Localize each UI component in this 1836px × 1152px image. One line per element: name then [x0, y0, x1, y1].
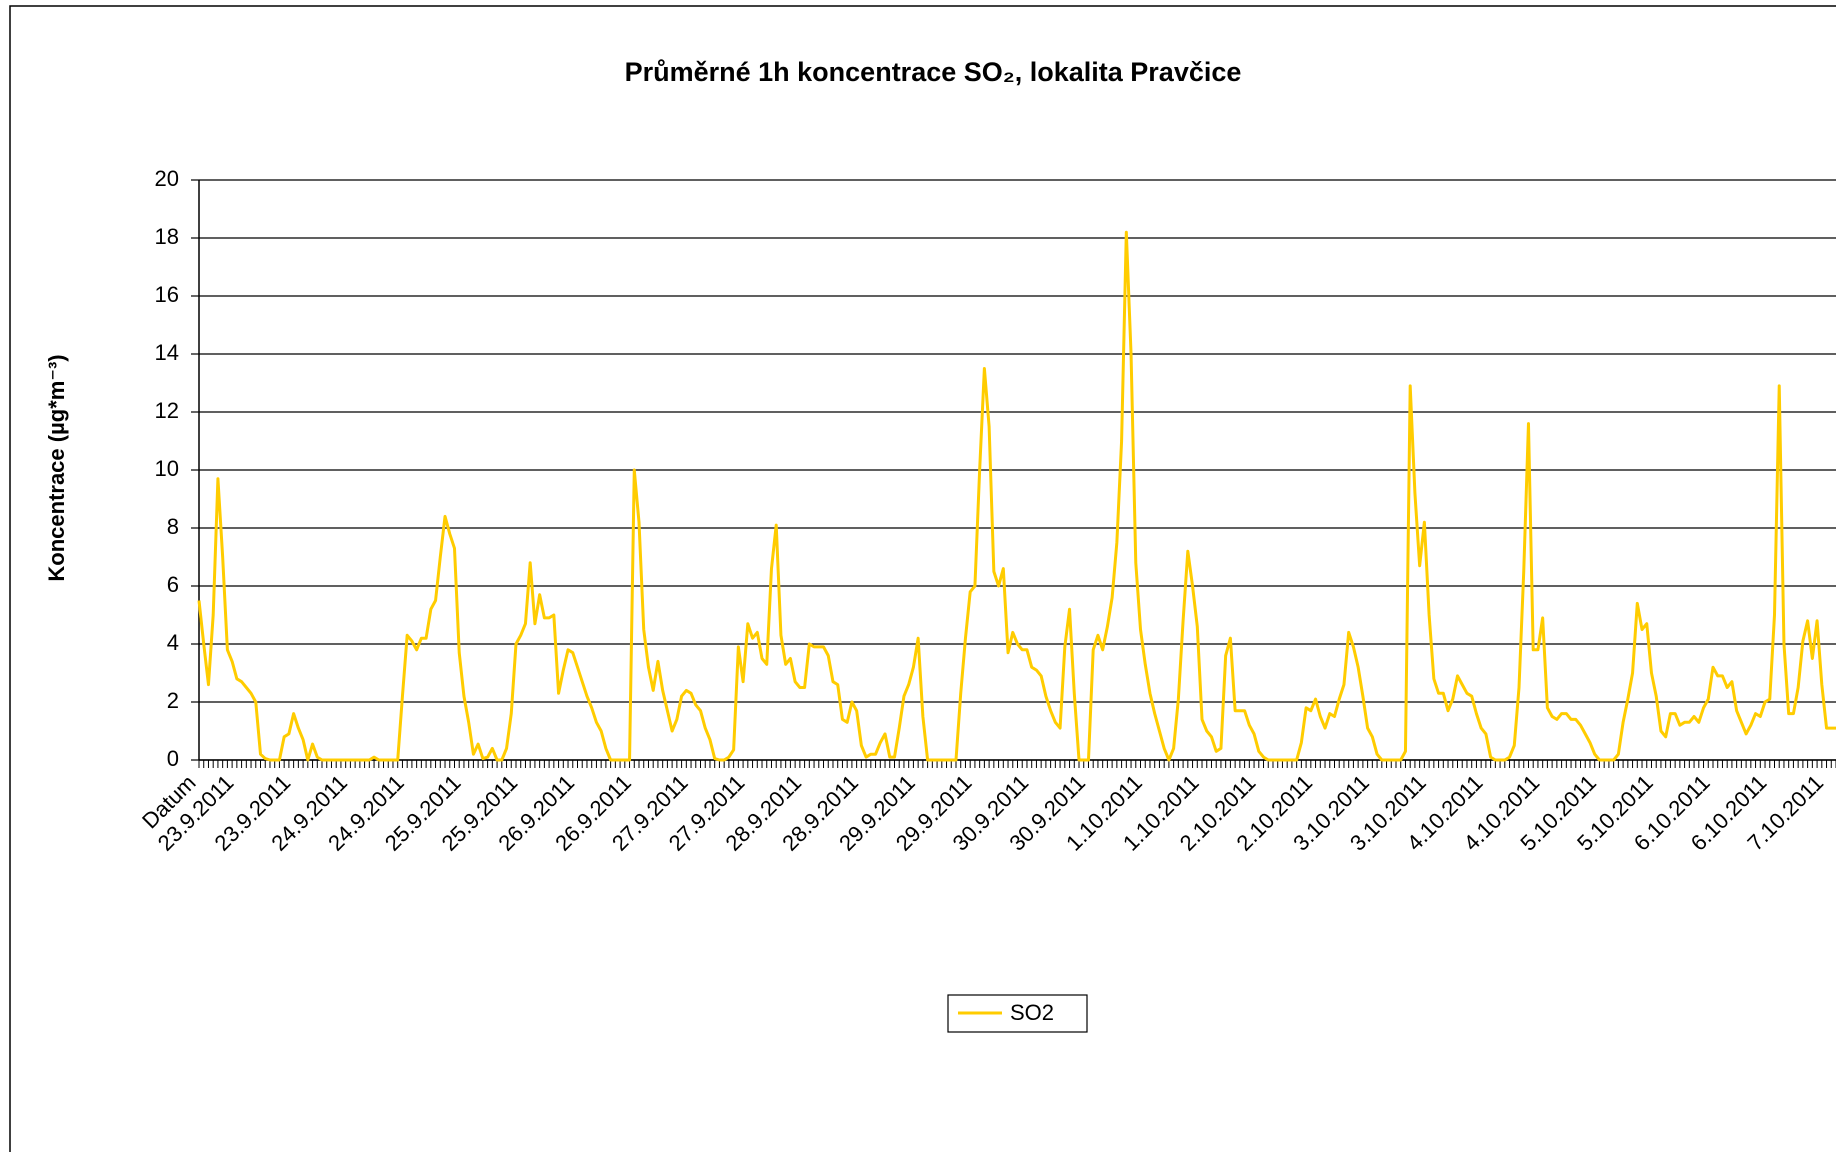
- y-tick-label: 14: [155, 340, 179, 365]
- y-tick-label: 16: [155, 282, 179, 307]
- legend-label: SO2: [1010, 1000, 1054, 1025]
- y-tick-label: 2: [167, 688, 179, 713]
- y-tick-label: 4: [167, 630, 179, 655]
- y-tick-label: 12: [155, 398, 179, 423]
- y-axis-label: Koncentrace (µg*m⁻³): [44, 354, 69, 581]
- y-tick-label: 10: [155, 456, 179, 481]
- series-line: [197, 230, 1836, 762]
- chart-title: Průměrné 1h koncentrace SO₂, lokalita Pr…: [625, 57, 1242, 87]
- y-tick-label: 8: [167, 514, 179, 539]
- y-tick-label: 18: [155, 224, 179, 249]
- y-tick-label: 20: [155, 166, 179, 191]
- chart-border: [9, 5, 1836, 1152]
- y-tick-label: 6: [167, 572, 179, 597]
- y-tick-label: 0: [167, 746, 179, 771]
